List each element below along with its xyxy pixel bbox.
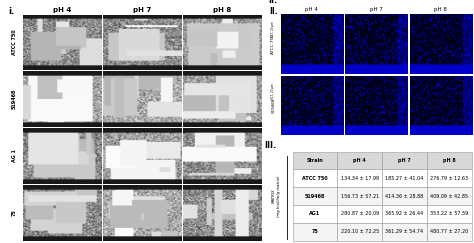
Text: i.: i. (8, 7, 14, 16)
Text: MATRIX
(mg biofilm/g matrix): MATRIX (mg biofilm/g matrix) (272, 175, 281, 217)
Text: pH 4: pH 4 (305, 7, 318, 11)
Text: pH 8: pH 8 (213, 7, 231, 13)
Text: ATCC 750: ATCC 750 (271, 34, 275, 54)
Text: II.: II. (268, 0, 277, 5)
Text: S17, 20 µm: S17, 20 µm (271, 83, 275, 99)
Text: III.: III. (264, 141, 276, 150)
Text: AG 1: AG 1 (12, 150, 17, 163)
Text: S17, 20 µm: S17, 20 µm (271, 21, 275, 37)
Text: pH 7: pH 7 (133, 7, 151, 13)
Text: 75: 75 (12, 209, 17, 216)
Text: II.: II. (269, 7, 278, 16)
Text: 519468: 519468 (12, 89, 17, 109)
Text: 519468: 519468 (271, 98, 275, 113)
Text: pH 4: pH 4 (53, 7, 71, 13)
Text: pH 8: pH 8 (434, 7, 447, 11)
Text: ATCC 750: ATCC 750 (12, 30, 17, 55)
Text: pH 7: pH 7 (370, 7, 383, 11)
